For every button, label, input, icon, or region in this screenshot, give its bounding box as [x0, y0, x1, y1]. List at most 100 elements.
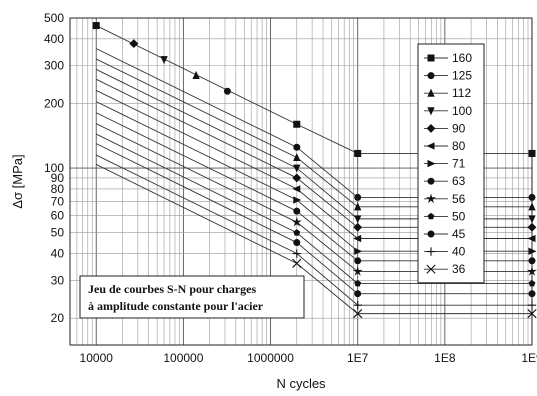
legend-marker [427, 72, 435, 80]
legend-item: 40 [424, 245, 466, 259]
data-point [354, 215, 362, 224]
x-tick-label: 1E9 [521, 351, 537, 365]
data-point [293, 196, 302, 204]
series-line [96, 154, 532, 306]
data-point [293, 152, 301, 162]
legend-item: 80 [424, 139, 466, 153]
data-point [354, 247, 363, 255]
y-tick-label: 60 [51, 209, 65, 223]
y-axis-label: Δσ [MPa] [10, 154, 25, 208]
legend-item: 63 [424, 174, 466, 188]
series-line [96, 133, 532, 284]
annotation-frame [79, 275, 305, 319]
y-tick-label: 30 [51, 273, 65, 287]
data-point [293, 239, 301, 247]
annotation-line-1: Jeu de courbes S-N pour charges [88, 282, 256, 296]
data-point [528, 279, 536, 287]
series-36 [96, 164, 537, 319]
legend-marker [425, 193, 437, 204]
x-tick-labels: 10000 100000 1000000 1E7 1E8 1E9 [80, 351, 537, 365]
annotation-line-2: à amplitude constante pour l'acier [88, 299, 264, 313]
y-tick-label: 90 [51, 171, 65, 185]
data-point [528, 193, 536, 201]
legend-item: 36 [424, 262, 466, 276]
legend-label: 45 [452, 227, 466, 241]
legend-label: 50 [452, 209, 466, 223]
legend: 160 125 112 100 90 80 71 63 56 50 45 40 36 [417, 43, 485, 284]
data-point [353, 309, 363, 319]
legend-label: 80 [452, 139, 466, 153]
series-40 [96, 154, 537, 310]
legend-marker [426, 142, 435, 150]
legend-label: 90 [452, 121, 466, 135]
legend-label: 100 [452, 104, 472, 118]
data-point [292, 173, 302, 183]
y-tick-label: 400 [44, 32, 64, 46]
legend-label: 125 [452, 69, 472, 83]
legend-item: 160 [424, 51, 472, 65]
data-point [192, 70, 200, 79]
data-point [293, 207, 301, 215]
data-point [528, 215, 536, 224]
data-point [292, 185, 301, 193]
legend-label: 112 [452, 86, 471, 100]
data-point [353, 234, 362, 243]
x-tick-label: 100000 [163, 351, 203, 365]
legend-marker [426, 264, 436, 274]
legend-item: 50 [424, 209, 466, 223]
data-point [223, 87, 231, 95]
data-point [353, 222, 363, 232]
data-point [528, 257, 536, 265]
legend-item: 45 [424, 227, 466, 241]
data-point [354, 202, 362, 211]
secondary-markers [129, 39, 231, 95]
data-point [129, 39, 139, 49]
legend-item: 90 [424, 121, 466, 135]
legend-label: 63 [452, 174, 466, 188]
x-tick-label: 1E8 [434, 351, 456, 365]
legend-marker [427, 230, 435, 238]
legend-item: 125 [424, 69, 472, 83]
data-point [292, 258, 302, 268]
legend-item: 71 [424, 157, 466, 171]
series-50 [96, 133, 536, 287]
annotation-box: Jeu de courbes S-N pour charges à amplit… [79, 275, 305, 319]
data-point [527, 222, 537, 232]
data-point [354, 279, 362, 287]
data-point [528, 149, 536, 157]
legend-marker [427, 177, 435, 185]
data-point [354, 290, 362, 298]
y-tick-label: 200 [44, 96, 64, 110]
data-point [160, 56, 168, 65]
data-point [354, 257, 362, 265]
legend-marker [426, 247, 436, 256]
y-tick-label: 500 [44, 11, 64, 25]
legend-label: 56 [452, 192, 466, 206]
series-line [96, 164, 532, 315]
x-axis-label: N cycles [276, 376, 326, 391]
legend-marker [427, 212, 435, 220]
data-point [526, 266, 537, 276]
legend-item: 56 [424, 192, 466, 206]
legend-item: 112 [424, 86, 471, 100]
y-tick-label: 100 [44, 161, 64, 175]
legend-label: 36 [452, 262, 466, 276]
data-point [354, 193, 362, 201]
y-tick-label: 40 [51, 247, 65, 261]
data-point [352, 266, 363, 276]
data-point [293, 120, 301, 128]
legend-marker [427, 159, 436, 168]
plot-frame [69, 17, 533, 346]
y-tick-label: 70 [51, 194, 65, 208]
x-tick-label: 1E7 [347, 351, 369, 365]
series-45 [96, 143, 536, 298]
y-tick-label: 20 [51, 311, 65, 325]
data-point [293, 229, 301, 236]
data-point [528, 247, 537, 255]
data-point [527, 234, 536, 243]
y-tick-label: 300 [44, 59, 64, 73]
data-point [528, 290, 536, 298]
x-tick-label: 10000 [80, 351, 114, 365]
